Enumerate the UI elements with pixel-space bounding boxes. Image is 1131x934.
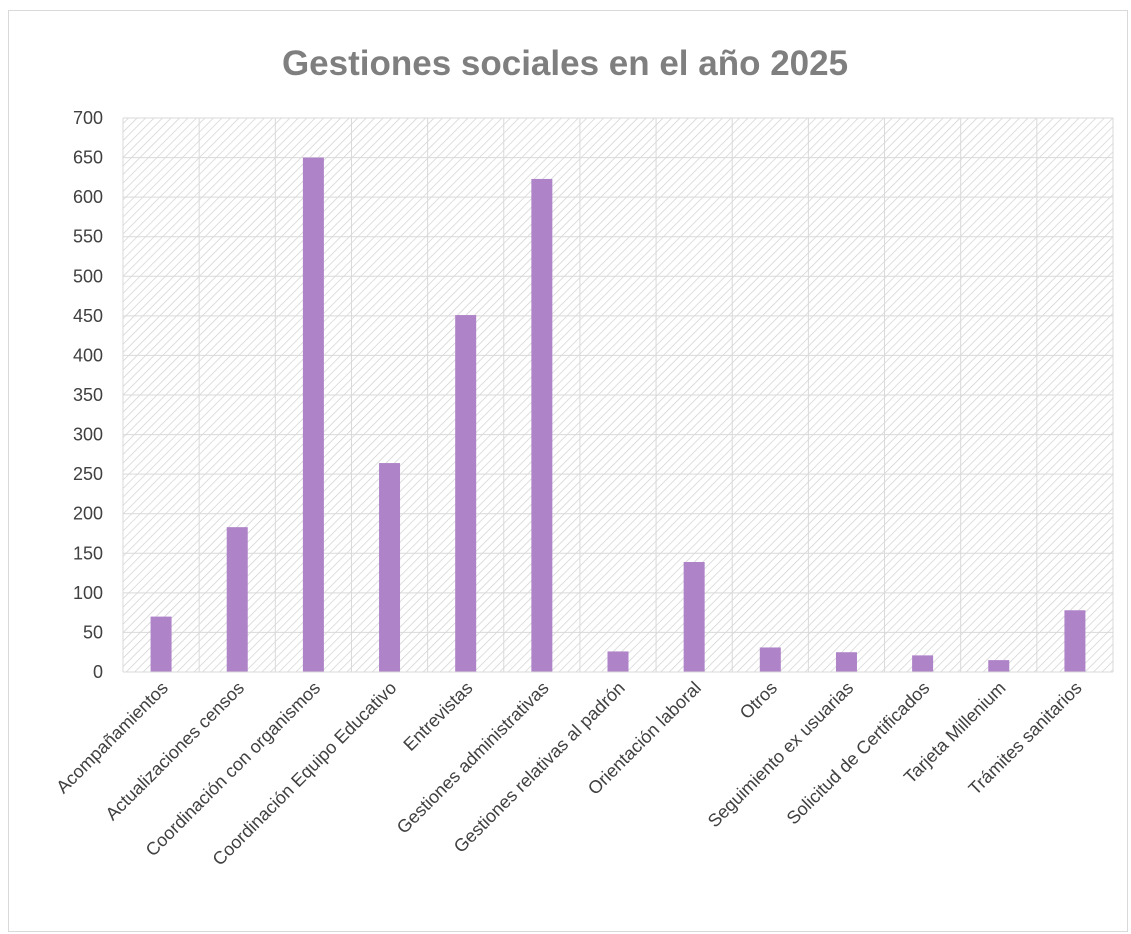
bar bbox=[912, 655, 934, 672]
x-category-label: Solicitud de Certificados bbox=[783, 678, 934, 829]
x-category-label: Entrevistas bbox=[399, 678, 476, 755]
bar bbox=[988, 660, 1010, 672]
bar bbox=[150, 616, 172, 672]
y-axis-tick-labels: 0 50 100 150 200 250 300 350 400 450 500 550 600 650 7… bbox=[73, 108, 103, 682]
x-category-label: Gestiones administrativas bbox=[393, 678, 553, 838]
bar bbox=[1064, 610, 1086, 672]
bar bbox=[302, 157, 324, 673]
chart-title: Gestiones sociales en el año 2025 bbox=[282, 44, 848, 83]
y-tick-label: 500 bbox=[73, 266, 103, 286]
bar bbox=[683, 561, 705, 672]
x-category-label: Otros bbox=[736, 678, 781, 723]
y-tick-label: 400 bbox=[73, 345, 103, 365]
bar bbox=[759, 647, 781, 672]
bar bbox=[226, 527, 248, 672]
y-tick-label: 250 bbox=[73, 464, 103, 484]
y-tick-label: 300 bbox=[73, 425, 103, 445]
x-category-label: Seguimiento ex usuarias bbox=[704, 678, 858, 832]
x-category-label: Actualizaciones censos bbox=[102, 678, 248, 824]
y-tick-label: 450 bbox=[73, 306, 103, 326]
bar bbox=[455, 315, 477, 672]
bar bbox=[531, 178, 553, 672]
bar bbox=[607, 651, 629, 672]
y-tick-label: 700 bbox=[73, 108, 103, 128]
y-tick-label: 100 bbox=[73, 583, 103, 603]
bars bbox=[150, 157, 1086, 673]
bar bbox=[835, 652, 857, 672]
y-tick-label: 50 bbox=[83, 622, 103, 642]
y-tick-label: 650 bbox=[73, 148, 103, 168]
y-tick-label: 600 bbox=[73, 187, 103, 207]
y-tick-label: 200 bbox=[73, 504, 103, 524]
y-tick-label: 0 bbox=[93, 662, 103, 682]
gridlines bbox=[122, 117, 1114, 673]
y-tick-label: 150 bbox=[73, 543, 103, 563]
bar bbox=[379, 463, 401, 672]
y-tick-label: 550 bbox=[73, 227, 103, 247]
y-tick-label: 350 bbox=[73, 385, 103, 405]
